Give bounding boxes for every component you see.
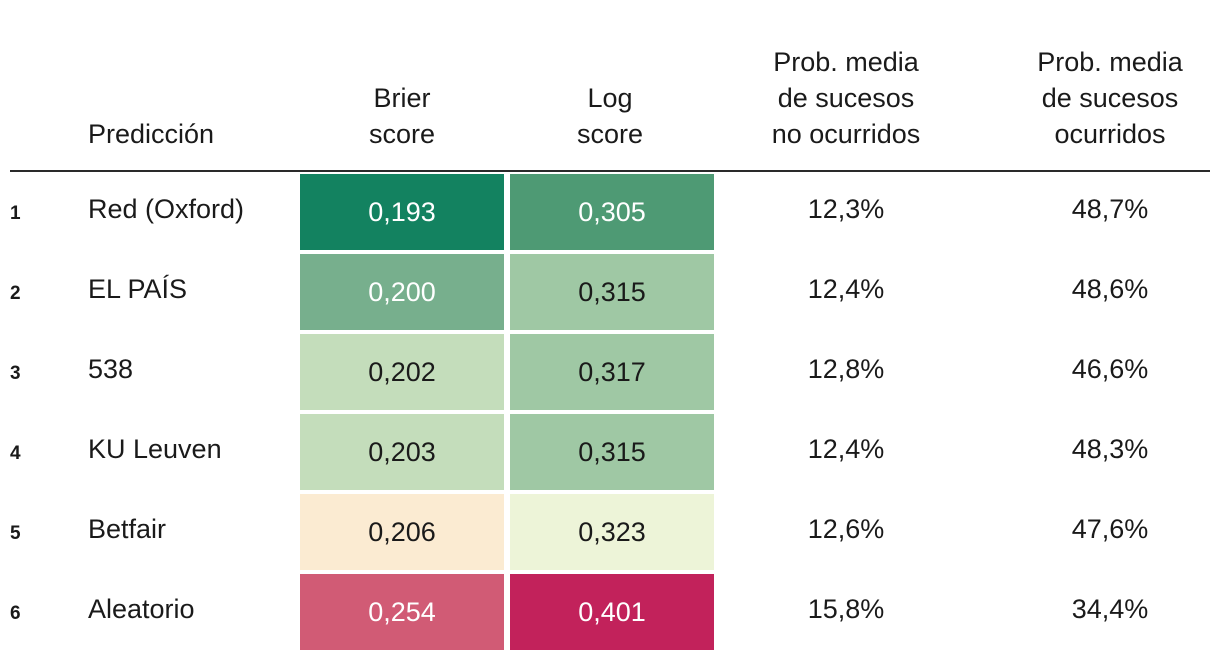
header-line: Log (587, 83, 633, 113)
row-rank: 2 (10, 283, 21, 304)
header-prediction: Predicción (88, 116, 214, 152)
row-prediction-name: KU Leuven (88, 434, 222, 464)
header-log-score: Log score (508, 80, 712, 152)
prob-occurred-cell: 46,6% (1071, 354, 1149, 384)
header-line: score (576, 119, 644, 149)
brier-score-cell: 0,254 (300, 574, 504, 650)
log-score-cell: 0,323 (510, 494, 714, 570)
prob-not-occurred-cell: 15,8% (807, 594, 885, 624)
brier-score-cell: 0,200 (300, 254, 504, 330)
prob-occurred-cell: 47,6% (1071, 514, 1149, 544)
row-rank: 5 (10, 523, 21, 544)
brier-score-cell: 0,206 (300, 494, 504, 570)
row-rank: 6 (10, 603, 21, 624)
header-prob-occurred: Prob. media de sucesos ocurridos (1000, 44, 1220, 152)
log-score-cell: 0,317 (510, 334, 714, 410)
header-line: score (368, 119, 436, 149)
header-line: de sucesos (777, 83, 915, 113)
prob-not-occurred-cell: 12,8% (807, 354, 885, 384)
prob-occurred-cell: 48,3% (1071, 434, 1149, 464)
header-line: Predicción (88, 119, 215, 149)
row-prediction-name: Red (Oxford) (88, 194, 245, 224)
brier-score-cell: 0,202 (300, 334, 504, 410)
prob-not-occurred-cell: 12,4% (807, 434, 885, 464)
header-divider (10, 170, 1210, 172)
header-line: ocurridos (1054, 119, 1166, 149)
brier-score-cell: 0,193 (300, 174, 504, 250)
prob-not-occurred-cell: 12,3% (807, 194, 885, 224)
prob-not-occurred-cell: 12,4% (807, 274, 885, 304)
row-rank: 1 (10, 203, 21, 224)
prob-occurred-cell: 48,7% (1071, 194, 1149, 224)
row-prediction-name: EL PAÍS (88, 274, 188, 304)
header-line: Prob. media (1037, 47, 1183, 77)
log-score-cell: 0,315 (510, 414, 714, 490)
row-prediction-name: Aleatorio (88, 594, 195, 624)
header-line: de sucesos (1041, 83, 1179, 113)
brier-score-cell: 0,203 (300, 414, 504, 490)
log-score-cell: 0,315 (510, 254, 714, 330)
log-score-cell: 0,401 (510, 574, 714, 650)
header-prob-not-occurred: Prob. media de sucesos no ocurridos (736, 44, 956, 152)
header-line: no ocurridos (771, 119, 921, 149)
log-score-cell: 0,305 (510, 174, 714, 250)
row-rank: 4 (10, 443, 21, 464)
prob-not-occurred-cell: 12,6% (807, 514, 885, 544)
row-prediction-name: 538 (88, 354, 134, 384)
header-line: Brier (373, 83, 431, 113)
header-brier-score: Brier score (300, 80, 504, 152)
prob-occurred-cell: 34,4% (1071, 594, 1149, 624)
row-rank: 3 (10, 363, 21, 384)
prob-occurred-cell: 48,6% (1071, 274, 1149, 304)
row-prediction-name: Betfair (88, 514, 167, 544)
header-line: Prob. media (773, 47, 919, 77)
